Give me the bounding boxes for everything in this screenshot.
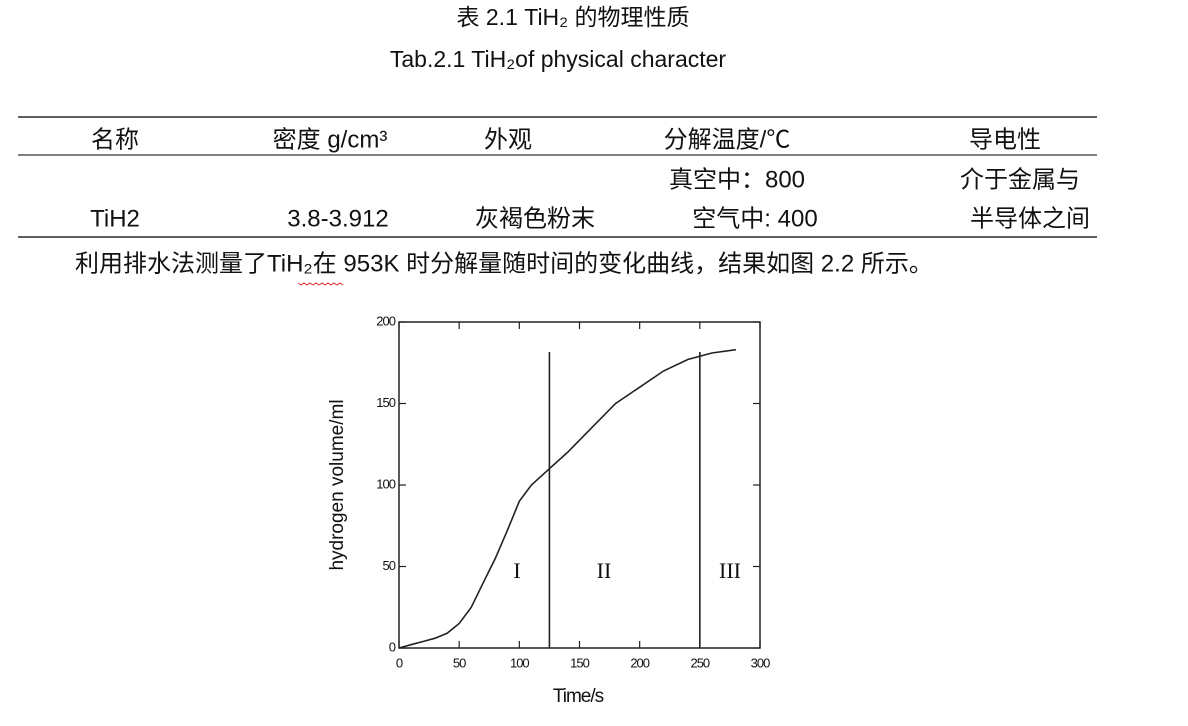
y-tick-label: 150 bbox=[376, 395, 395, 410]
table-cell: 介于金属与 bbox=[960, 166, 1080, 193]
table-cell: 灰褐色粉末 bbox=[475, 205, 595, 232]
stage-label: III bbox=[719, 558, 741, 583]
stage-label: II bbox=[597, 558, 612, 583]
y-tick-label: 50 bbox=[383, 558, 396, 573]
y-tick-label: 0 bbox=[389, 639, 396, 654]
table-cell: 3.8-3.912 bbox=[287, 205, 388, 232]
spell-underline bbox=[297, 282, 344, 286]
x-axis-label: Time/s bbox=[553, 686, 604, 707]
plot-frame bbox=[398, 321, 761, 649]
stage-label: I bbox=[513, 558, 520, 583]
table-cell: 空气中: 400 bbox=[692, 205, 817, 232]
y-tick-label: 100 bbox=[376, 476, 395, 491]
caption-cn: 表 2.1 TiH₂ 的物理性质 bbox=[457, 4, 690, 30]
y-axis-label: hydrogen volume/ml bbox=[327, 399, 348, 570]
table-cell: 真空中：800 bbox=[669, 166, 805, 193]
x-tick-label: 200 bbox=[630, 655, 649, 670]
x-tick-label: 0 bbox=[396, 655, 403, 670]
x-tick-label: 300 bbox=[751, 655, 770, 670]
header-cell: 名称 bbox=[91, 126, 139, 153]
curve bbox=[398, 348, 737, 649]
y-tick-label: 200 bbox=[376, 313, 395, 328]
caption-en: Tab.2.1 TiH₂of physical character bbox=[390, 46, 727, 72]
paragraph: 利用排水法测量了TiH₂在 953K 时分解量随时间的变化曲线，结果如图 2.2… bbox=[75, 250, 933, 277]
table-cell: 半导体之间 bbox=[970, 205, 1090, 232]
x-tick-label: 250 bbox=[690, 655, 709, 670]
header-cell: 密度 g/cm³ bbox=[273, 126, 388, 153]
table-cell: TiH2 bbox=[90, 205, 140, 232]
x-tick-label: 100 bbox=[510, 655, 529, 670]
header-cell: 分解温度/℃ bbox=[664, 126, 791, 153]
header-cell: 导电性 bbox=[969, 126, 1041, 153]
header-cell: 外观 bbox=[484, 126, 532, 153]
x-tick-label: 50 bbox=[453, 655, 466, 670]
x-tick-label: 150 bbox=[570, 655, 589, 670]
